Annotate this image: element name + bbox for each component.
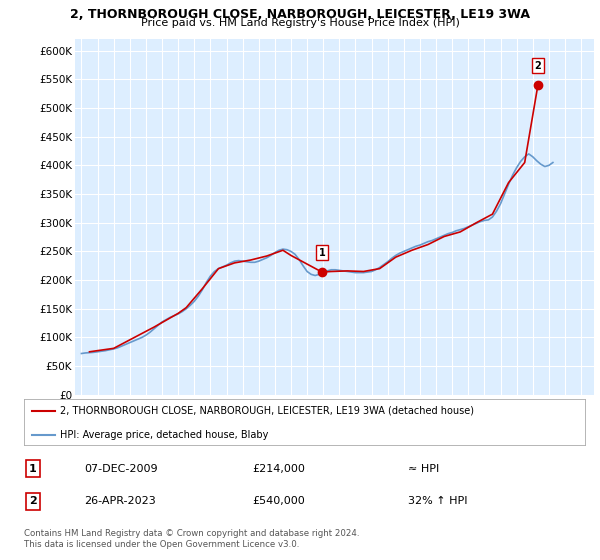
- Text: £214,000: £214,000: [252, 464, 305, 474]
- Text: ≈ HPI: ≈ HPI: [408, 464, 439, 474]
- Text: 26-APR-2023: 26-APR-2023: [84, 496, 156, 506]
- Text: 1: 1: [29, 464, 37, 474]
- Text: 2: 2: [535, 60, 541, 71]
- Text: £540,000: £540,000: [252, 496, 305, 506]
- Text: 2, THORNBOROUGH CLOSE, NARBOROUGH, LEICESTER, LE19 3WA (detached house): 2, THORNBOROUGH CLOSE, NARBOROUGH, LEICE…: [61, 406, 475, 416]
- Text: HPI: Average price, detached house, Blaby: HPI: Average price, detached house, Blab…: [61, 430, 269, 440]
- Text: 32% ↑ HPI: 32% ↑ HPI: [408, 496, 467, 506]
- Text: Price paid vs. HM Land Registry's House Price Index (HPI): Price paid vs. HM Land Registry's House …: [140, 18, 460, 28]
- Text: Contains HM Land Registry data © Crown copyright and database right 2024.
This d: Contains HM Land Registry data © Crown c…: [24, 529, 359, 549]
- Text: 1: 1: [319, 248, 325, 258]
- Text: 2: 2: [29, 496, 37, 506]
- Text: 07-DEC-2009: 07-DEC-2009: [84, 464, 158, 474]
- Text: 2, THORNBOROUGH CLOSE, NARBOROUGH, LEICESTER, LE19 3WA: 2, THORNBOROUGH CLOSE, NARBOROUGH, LEICE…: [70, 8, 530, 21]
